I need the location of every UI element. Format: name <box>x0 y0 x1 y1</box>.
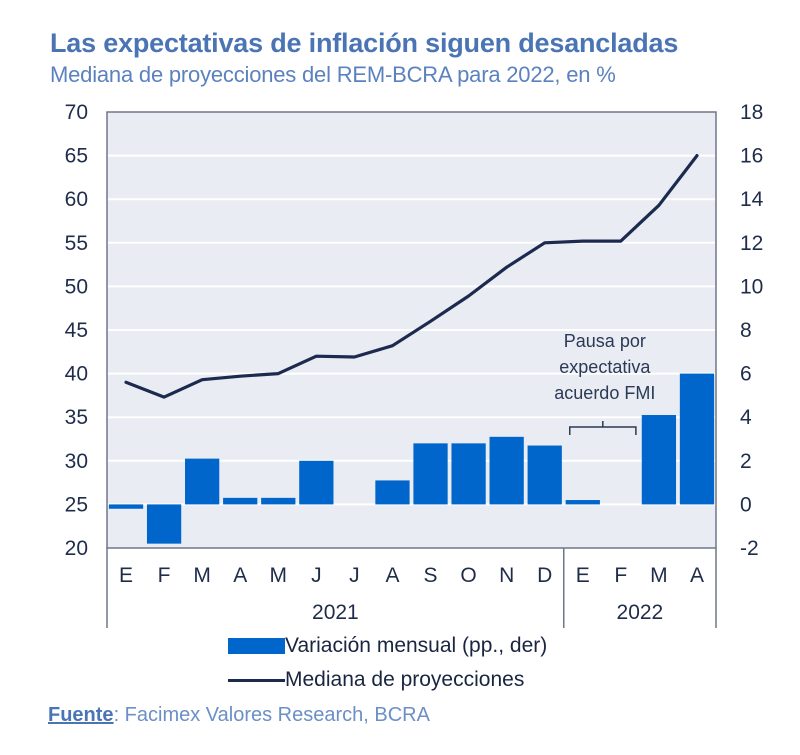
x-tick-label: M <box>270 564 288 587</box>
legend-item-line: Mediana de proyecciones <box>228 668 524 692</box>
right-tick-label: 16 <box>740 145 763 168</box>
annotation-text: acuerdo FMI <box>554 383 655 403</box>
right-axis: 18 16 14 12 10 8 6 4 2 0 -2 <box>740 101 764 560</box>
right-tick-label: -2 <box>740 537 759 560</box>
bar <box>108 504 144 509</box>
left-tick-label: 50 <box>65 275 88 298</box>
source-note: Fuente: Facimex Valores Research, BCRA <box>48 704 430 727</box>
annotation: Pausa por expectativa acuerdo FMI <box>554 331 655 435</box>
left-tick-label: 40 <box>65 363 88 386</box>
right-tick-label: 2 <box>740 450 752 473</box>
x-tick-label: J <box>349 564 360 587</box>
bar <box>679 373 715 505</box>
bar-series <box>108 373 715 544</box>
left-tick-label: 60 <box>65 188 88 211</box>
annotation-text: Pausa por <box>564 331 646 351</box>
bar <box>146 504 182 544</box>
bar <box>527 445 562 505</box>
bar <box>185 458 220 505</box>
x-tick-label: E <box>119 564 133 587</box>
x-tick-label: M <box>193 564 211 587</box>
x-tick-label: D <box>537 564 552 587</box>
x-tick-label: F <box>158 564 171 587</box>
x-tick-label: A <box>233 564 247 587</box>
right-tick-label: 8 <box>740 319 752 342</box>
x-tick-label: F <box>614 564 627 587</box>
left-axis: 70 65 60 55 50 45 40 35 30 25 20 <box>65 101 88 560</box>
gridlines <box>107 154 716 506</box>
right-tick-label: 10 <box>740 275 763 298</box>
right-tick-label: 14 <box>740 188 764 211</box>
annotation-text: expectativa <box>559 357 651 377</box>
chart-subtitle: Mediana de proyecciones del REM-BCRA par… <box>50 62 616 87</box>
left-tick-label: 35 <box>65 406 88 429</box>
x-tick-label: A <box>690 564 704 587</box>
right-tick-label: 12 <box>740 232 763 255</box>
legend-bar-swatch <box>228 638 285 654</box>
x-tick-label: E <box>576 564 590 587</box>
x-tick-label: O <box>460 564 476 587</box>
left-tick-label: 45 <box>65 319 88 342</box>
bar <box>413 443 448 505</box>
left-tick-label: 30 <box>65 450 88 473</box>
legend-bar-label: Variación mensual (pp., der) <box>285 634 548 657</box>
bar <box>565 500 600 505</box>
legend-item-bar: Variación mensual (pp., der) <box>228 634 547 658</box>
bar <box>451 443 486 505</box>
left-tick-label: 70 <box>65 101 88 124</box>
source-text: : Facimex Valores Research, BCRA <box>113 704 430 726</box>
right-tick-label: 18 <box>740 101 763 124</box>
bar <box>261 497 296 505</box>
bar <box>375 480 410 505</box>
year-label: 2022 <box>617 601 664 624</box>
left-tick-label: 25 <box>65 493 88 516</box>
annotation-bracket <box>569 421 637 435</box>
left-tick-label: 55 <box>65 232 88 255</box>
x-tick-label: S <box>424 564 438 587</box>
year-label: 2021 <box>312 601 359 624</box>
legend-line-swatch <box>228 678 285 682</box>
right-tick-label: 6 <box>740 363 752 386</box>
line-series <box>124 154 699 399</box>
x-tick-label: M <box>650 564 668 587</box>
bar <box>299 460 334 505</box>
source-label: Fuente <box>48 704 114 726</box>
bar <box>223 497 258 505</box>
right-tick-label: 0 <box>740 493 752 516</box>
plot-frame <box>106 111 717 549</box>
right-tick-label: 4 <box>740 406 752 429</box>
chart-title: Las expectativas de inflación siguen des… <box>50 28 679 58</box>
left-tick-label: 65 <box>65 145 88 168</box>
x-tick-label: J <box>311 564 322 587</box>
left-tick-label: 20 <box>65 537 88 560</box>
x-tick-label: N <box>499 564 514 587</box>
legend-line-label: Mediana de proyecciones <box>285 668 525 691</box>
x-tick-label: A <box>385 564 399 587</box>
bar <box>489 436 524 505</box>
bar <box>641 415 677 505</box>
